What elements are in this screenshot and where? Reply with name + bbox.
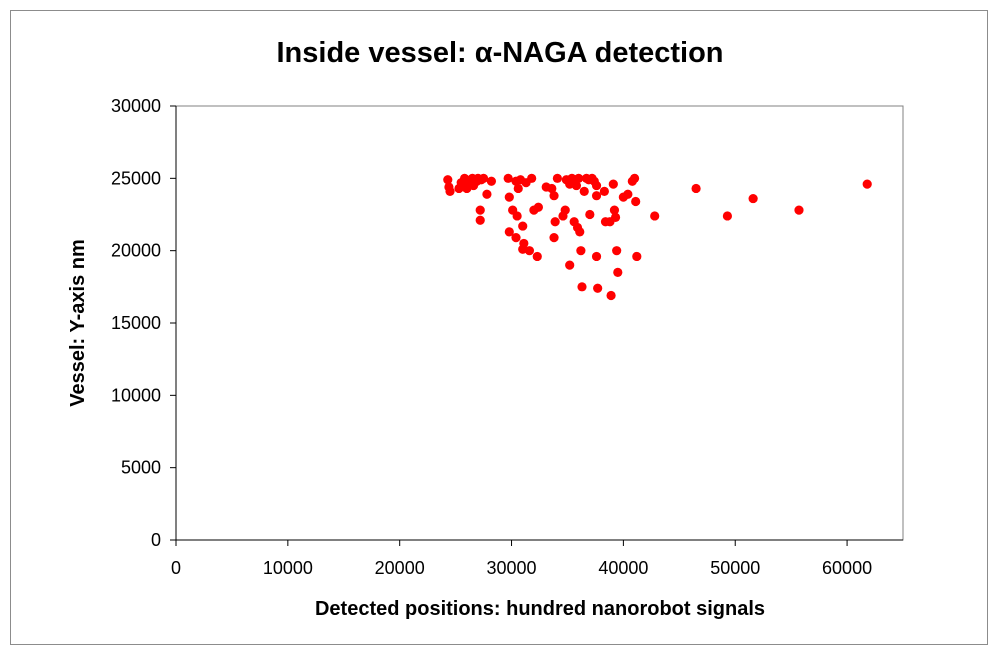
data-point (549, 191, 559, 201)
data-point (527, 173, 537, 183)
data-point (631, 196, 641, 207)
data-point (612, 246, 622, 256)
y-tick-label: 0 (151, 530, 161, 550)
data-point (552, 173, 562, 183)
data-point (524, 246, 535, 256)
data-point (610, 212, 621, 222)
y-axis-label: Vessel: Y-axis nm (67, 239, 89, 407)
data-point (599, 186, 609, 196)
data-point (722, 211, 733, 221)
data-point (591, 191, 602, 201)
data-point (513, 183, 523, 194)
data-point (482, 189, 492, 199)
data-point (862, 179, 872, 189)
data-point (533, 202, 543, 212)
data-point (629, 173, 640, 183)
data-point (504, 227, 514, 237)
data-point (511, 233, 521, 243)
x-tick-label: 50000 (710, 558, 760, 578)
data-point (575, 227, 585, 237)
data-point (550, 217, 560, 227)
data-point (567, 173, 577, 183)
data-point (549, 233, 559, 243)
data-point (576, 246, 586, 256)
y-tick-label: 30000 (111, 96, 161, 116)
x-axis-label: Detected positions: hundred nanorobot si… (315, 598, 765, 620)
data-point (623, 189, 633, 199)
data-point (560, 205, 570, 215)
y-tick-label: 10000 (111, 385, 161, 405)
data-point (532, 251, 542, 262)
y-tick-label: 25000 (111, 168, 161, 188)
x-tick-label: 30000 (487, 558, 537, 578)
data-point (571, 180, 582, 191)
x-tick-label: 40000 (598, 558, 648, 578)
data-point (608, 179, 618, 189)
chart-frame (10, 10, 988, 645)
data-point (609, 205, 620, 215)
x-tick-label: 10000 (263, 558, 313, 578)
data-point (579, 186, 589, 196)
data-point (475, 215, 485, 225)
data-point (486, 176, 497, 186)
data-point (691, 183, 701, 194)
data-point (574, 173, 584, 183)
y-tick-label: 5000 (121, 458, 161, 478)
data-point (519, 238, 529, 249)
data-point (547, 183, 557, 194)
data-point (512, 211, 522, 221)
data-point (794, 205, 804, 215)
x-tick-label: 20000 (375, 558, 425, 578)
data-point (650, 211, 660, 221)
y-tick-label: 20000 (111, 241, 161, 261)
plot-area (175, 105, 904, 541)
data-point (565, 260, 575, 270)
data-point (478, 173, 489, 183)
axes: 0 10000 20000 30000 40000 50000 60000 0 5000 1000… (111, 96, 903, 578)
data-point (445, 186, 455, 196)
x-tick-label: 0 (171, 558, 181, 578)
data-point (504, 192, 514, 202)
data-point (613, 267, 623, 277)
data-points (443, 173, 872, 301)
data-point (475, 205, 485, 215)
data-point (591, 180, 602, 191)
data-point (443, 175, 453, 185)
data-point (591, 251, 602, 262)
data-point (748, 193, 758, 204)
y-tick-label: 15000 (111, 313, 161, 333)
data-point (593, 283, 603, 293)
data-point (585, 209, 595, 220)
data-point (518, 221, 528, 231)
chart-title: Inside vessel: α-NAGA detection (276, 37, 723, 69)
data-point (632, 251, 642, 262)
data-point (577, 282, 587, 292)
data-point (606, 290, 616, 301)
data-point (503, 173, 513, 183)
x-tick-label: 60000 (822, 558, 872, 578)
